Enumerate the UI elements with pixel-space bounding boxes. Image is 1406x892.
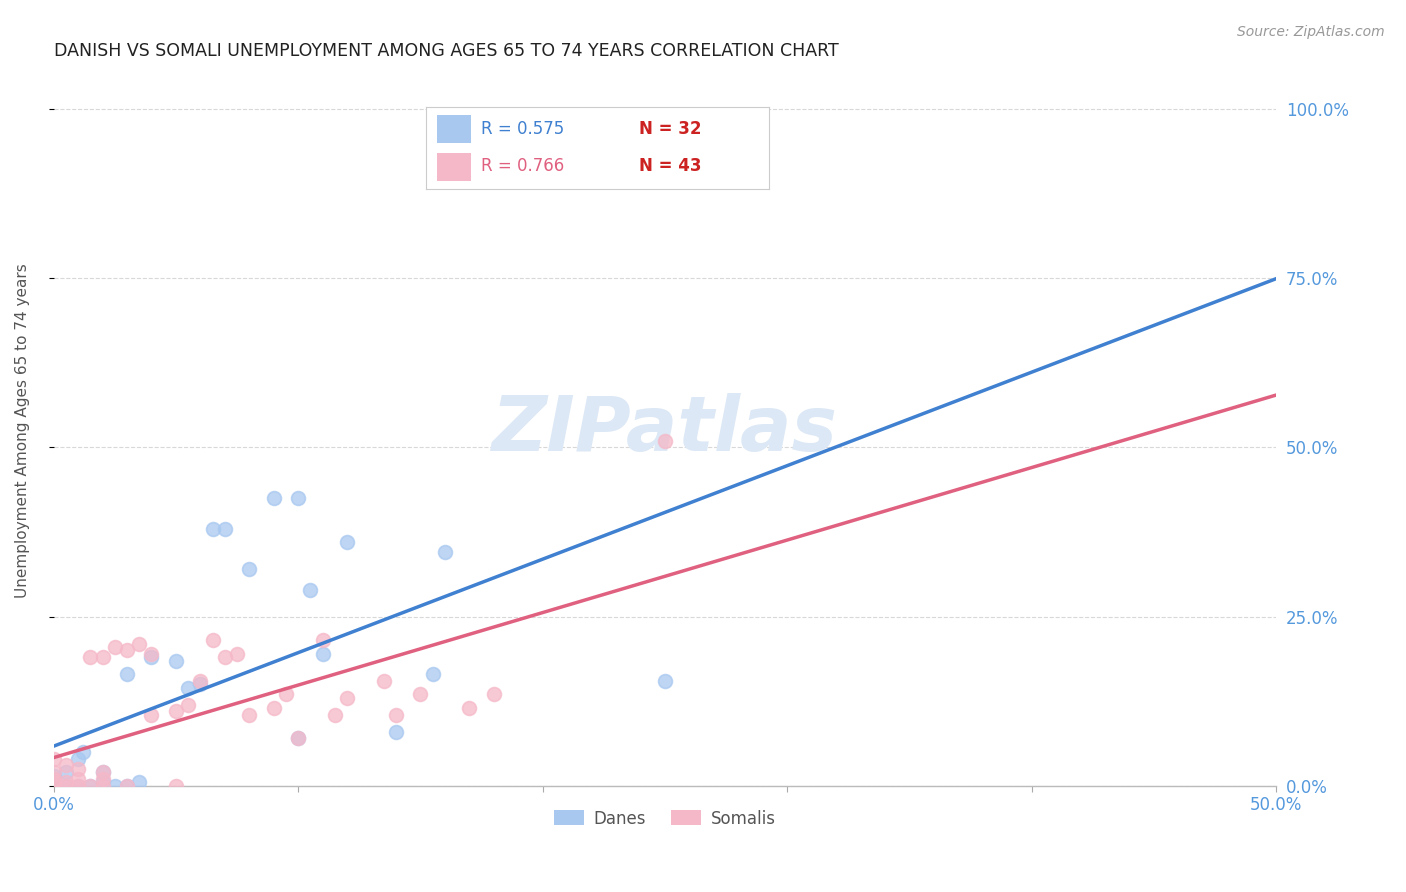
Point [458,701,481,715]
Y-axis label: Unemployment Among Ages 65 to 74 years: Unemployment Among Ages 65 to 74 years [15,263,30,598]
Point [72,745,94,759]
Point [165,654,187,668]
Point [287,731,309,746]
Point [42,779,65,793]
Point [214,650,236,665]
Point [91,765,114,780]
Point [201,522,224,536]
Point [311,647,333,661]
Point [336,690,359,705]
Point [323,707,346,722]
Point [42,772,65,786]
Point [91,650,114,665]
Point [654,673,676,688]
Point [165,704,187,718]
Point [385,707,408,722]
Point [141,707,163,722]
Point [177,698,200,712]
Point [104,779,127,793]
Point [409,688,432,702]
Point [67,779,90,793]
Point [42,765,65,780]
Point [654,434,676,448]
Point [42,752,65,766]
Point [128,637,150,651]
Text: DANISH VS SOMALI UNEMPLOYMENT AMONG AGES 65 TO 74 YEARS CORRELATION CHART: DANISH VS SOMALI UNEMPLOYMENT AMONG AGES… [53,42,838,60]
Point [55,758,77,772]
Point [385,724,408,739]
Point [214,522,236,536]
Point [67,762,90,776]
Point [115,779,138,793]
Point [91,779,114,793]
Point [188,673,211,688]
Point [67,772,90,786]
Point [55,779,77,793]
Point [336,535,359,549]
Point [373,673,395,688]
Point [422,667,444,681]
Point [67,752,90,766]
Point [55,765,77,780]
Text: Source: ZipAtlas.com: Source: ZipAtlas.com [1237,25,1385,39]
Point [263,701,285,715]
Point [55,779,77,793]
Point [79,779,101,793]
Point [311,633,333,648]
Point [91,765,114,780]
Point [274,688,297,702]
Point [115,643,138,657]
Point [42,769,65,783]
Point [79,650,101,665]
Point [201,633,224,648]
Point [226,647,249,661]
Point [67,779,90,793]
Point [141,650,163,665]
Point [55,775,77,789]
Point [433,545,456,559]
Point [165,779,187,793]
Point [79,779,101,793]
Point [287,731,309,746]
Legend: Danes, Somalis: Danes, Somalis [547,803,783,834]
Point [263,491,285,505]
Point [188,677,211,691]
Point [42,775,65,789]
Point [115,779,138,793]
Point [42,772,65,786]
Point [115,667,138,681]
Point [91,772,114,786]
Point [141,647,163,661]
Point [104,640,127,654]
Text: ZIPatlas: ZIPatlas [492,393,838,467]
Point [128,775,150,789]
Point [238,562,260,576]
Point [238,707,260,722]
Point [177,681,200,695]
Point [287,491,309,505]
Point [91,775,114,789]
Point [299,582,322,597]
Point [42,779,65,793]
Point [482,688,505,702]
